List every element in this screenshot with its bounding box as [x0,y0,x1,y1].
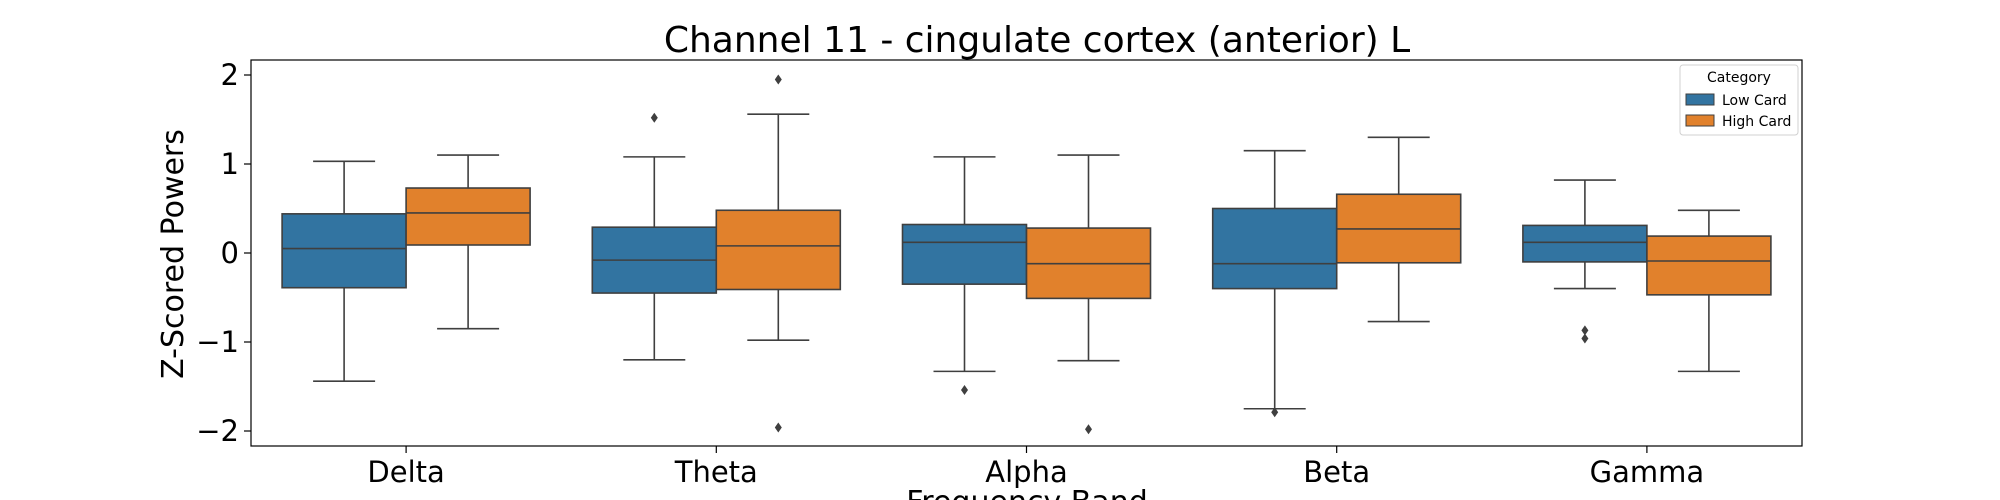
box-iqr [1646,235,1772,296]
plot-frame [250,59,1803,447]
box-high-card-delta [405,154,531,330]
y-tick-label: −1 [196,325,239,359]
legend-title: Category [1707,70,1771,86]
box-low-card-theta [591,112,718,361]
box-high-card-beta [1335,136,1462,323]
outlier-point [1085,424,1092,435]
box-iqr [715,209,842,291]
box-high-card-alpha [1025,154,1152,435]
outlier-point [774,74,782,85]
box-low-card-delta [281,160,407,382]
x-axis-label: Frequency Band [906,485,1148,500]
outlier-point [774,422,782,433]
legend-entry: High Card [1722,114,1791,130]
plot-area: 2 1 0 −1 −2 Delta Theta Alpha Beta Gamma [196,58,1772,489]
outlier-point [961,385,968,396]
box-iqr [901,223,1028,285]
box-iqr [405,187,531,246]
box-iqr [281,213,407,289]
legend-swatch [1685,93,1715,106]
x-tick-label: Theta [674,455,758,489]
legend-swatch [1685,114,1715,127]
legend-entry: Low Card [1722,93,1787,109]
legend: Category Low Card High Card [1679,64,1799,136]
y-axis-label: Z-Scored Powers [156,129,191,379]
chart-title: Channel 11 - cingulate cortex (anterior)… [664,20,1410,61]
box-iqr [1522,224,1648,263]
y-tick-label: 0 [221,236,239,270]
y-tick-label: 2 [221,58,239,92]
outlier-point [1581,325,1589,336]
box-iqr [1211,207,1338,290]
x-tick-label: Beta [1303,455,1370,489]
box-low-card-gamma [1522,179,1648,344]
box-high-card-gamma [1646,209,1772,373]
x-tick-label: Gamma [1590,455,1705,489]
outlier-point [1271,407,1279,418]
x-tick-label: Alpha [985,455,1067,489]
y-tick-label: 1 [221,147,239,181]
outlier-point [1581,333,1589,344]
y-tick-label: −2 [196,414,239,448]
box-low-card-beta [1211,149,1338,418]
box-high-card-theta [715,74,842,433]
box-low-card-alpha [901,156,1028,396]
x-tick-label: Delta [367,455,444,489]
outlier-point [650,112,658,123]
